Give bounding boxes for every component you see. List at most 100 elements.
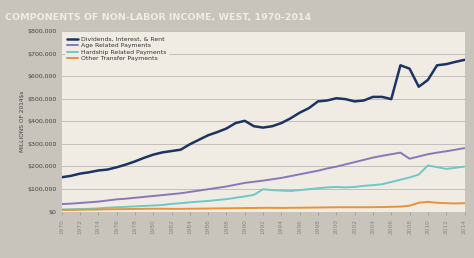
Line: Age Related Payments: Age Related Payments xyxy=(62,148,465,204)
Other Transfer Payments xyxy=(123,207,128,211)
Line: Dividends, Interest, & Rent: Dividends, Interest, & Rent xyxy=(62,60,465,177)
Hardship Related Payments xyxy=(379,183,385,186)
Hardship Related Payments xyxy=(453,166,458,169)
Hardship Related Payments xyxy=(343,186,348,189)
Dividends, Interest, & Rent xyxy=(306,107,312,110)
Dividends, Interest, & Rent xyxy=(407,67,412,70)
Age Related Payments xyxy=(233,183,238,186)
Age Related Payments xyxy=(279,176,284,180)
Other Transfer Payments xyxy=(416,201,421,204)
Other Transfer Payments xyxy=(352,206,357,209)
Other Transfer Payments xyxy=(251,206,257,209)
Hardship Related Payments xyxy=(324,186,330,189)
Hardship Related Payments xyxy=(315,187,321,190)
Age Related Payments xyxy=(160,194,165,197)
Age Related Payments xyxy=(379,154,385,157)
Other Transfer Payments xyxy=(379,205,385,208)
Hardship Related Payments xyxy=(269,189,275,192)
Age Related Payments xyxy=(59,203,64,206)
Hardship Related Payments xyxy=(178,202,183,205)
Hardship Related Payments xyxy=(205,199,211,203)
Age Related Payments xyxy=(416,155,421,158)
Y-axis label: MILLIONS OF 2014$s: MILLIONS OF 2014$s xyxy=(19,91,25,152)
Hardship Related Payments xyxy=(334,186,339,189)
Dividends, Interest, & Rent xyxy=(251,125,257,128)
Other Transfer Payments xyxy=(77,208,83,211)
Other Transfer Payments xyxy=(160,207,165,210)
Other Transfer Payments xyxy=(407,204,412,207)
Age Related Payments xyxy=(343,163,348,166)
Other Transfer Payments xyxy=(224,207,229,210)
Age Related Payments xyxy=(224,185,229,188)
Dividends, Interest, & Rent xyxy=(361,99,366,102)
Age Related Payments xyxy=(105,199,110,202)
Dividends, Interest, & Rent xyxy=(297,111,302,114)
Dividends, Interest, & Rent xyxy=(141,156,147,159)
Age Related Payments xyxy=(141,195,147,198)
Other Transfer Payments xyxy=(105,208,110,211)
Hardship Related Payments xyxy=(150,204,156,207)
Age Related Payments xyxy=(86,201,92,204)
Age Related Payments xyxy=(269,178,275,181)
Hardship Related Payments xyxy=(425,164,431,167)
Dividends, Interest, & Rent xyxy=(416,85,421,88)
Hardship Related Payments xyxy=(398,178,403,181)
Age Related Payments xyxy=(297,173,302,176)
Hardship Related Payments xyxy=(132,205,138,208)
Age Related Payments xyxy=(187,190,192,194)
Dividends, Interest, & Rent xyxy=(343,98,348,101)
Dividends, Interest, & Rent xyxy=(233,122,238,125)
Age Related Payments xyxy=(306,171,312,174)
Legend: Dividends, Interest, & Rent, Age Related Payments, Hardship Related Payments, Ot: Dividends, Interest, & Rent, Age Related… xyxy=(64,34,169,64)
Dividends, Interest, & Rent xyxy=(279,122,284,125)
Hardship Related Payments xyxy=(388,180,394,183)
Dividends, Interest, & Rent xyxy=(59,176,64,179)
Other Transfer Payments xyxy=(141,207,147,211)
Line: Hardship Related Payments: Hardship Related Payments xyxy=(62,166,465,209)
Other Transfer Payments xyxy=(443,202,449,205)
Line: Other Transfer Payments: Other Transfer Payments xyxy=(62,202,465,210)
Dividends, Interest, & Rent xyxy=(288,117,293,120)
Hardship Related Payments xyxy=(169,202,174,205)
Hardship Related Payments xyxy=(114,206,119,209)
Age Related Payments xyxy=(315,169,321,172)
Dividends, Interest, & Rent xyxy=(224,127,229,130)
Hardship Related Payments xyxy=(462,165,467,168)
Other Transfer Payments xyxy=(434,201,440,204)
Age Related Payments xyxy=(288,175,293,178)
Dividends, Interest, & Rent xyxy=(453,60,458,63)
Hardship Related Payments xyxy=(434,166,440,169)
Age Related Payments xyxy=(114,198,119,201)
Dividends, Interest, & Rent xyxy=(334,97,339,100)
Hardship Related Payments xyxy=(288,189,293,192)
Age Related Payments xyxy=(334,165,339,168)
Dividends, Interest, & Rent xyxy=(105,168,110,171)
Dividends, Interest, & Rent xyxy=(205,134,211,137)
Age Related Payments xyxy=(242,181,247,184)
Dividends, Interest, & Rent xyxy=(379,95,385,99)
Dividends, Interest, & Rent xyxy=(95,169,101,172)
Age Related Payments xyxy=(407,157,412,160)
Other Transfer Payments xyxy=(453,202,458,205)
Other Transfer Payments xyxy=(398,205,403,208)
Other Transfer Payments xyxy=(297,206,302,209)
Hardship Related Payments xyxy=(196,200,202,203)
Dividends, Interest, & Rent xyxy=(434,64,440,67)
Age Related Payments xyxy=(324,167,330,170)
Dividends, Interest, & Rent xyxy=(443,63,449,66)
Hardship Related Payments xyxy=(251,193,257,196)
Age Related Payments xyxy=(196,189,202,192)
Age Related Payments xyxy=(361,158,366,162)
Dividends, Interest, & Rent xyxy=(160,151,165,154)
Age Related Payments xyxy=(169,193,174,196)
Hardship Related Payments xyxy=(187,201,192,204)
Other Transfer Payments xyxy=(334,206,339,209)
Dividends, Interest, & Rent xyxy=(178,148,183,151)
Age Related Payments xyxy=(388,153,394,156)
Other Transfer Payments xyxy=(114,208,119,211)
Dividends, Interest, & Rent xyxy=(68,174,73,178)
Dividends, Interest, & Rent xyxy=(242,119,247,122)
Age Related Payments xyxy=(443,150,449,153)
Other Transfer Payments xyxy=(86,208,92,211)
Dividends, Interest, & Rent xyxy=(324,99,330,102)
